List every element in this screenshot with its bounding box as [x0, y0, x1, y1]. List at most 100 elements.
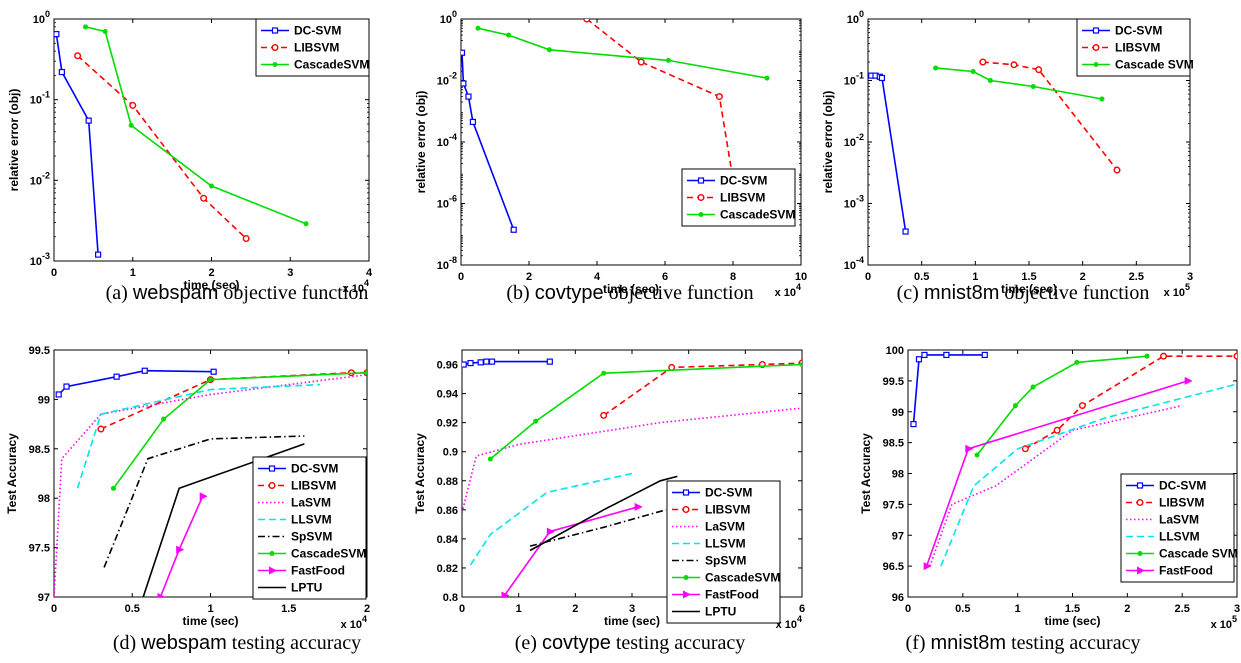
y-tick-label: 98 [38, 493, 50, 505]
legend-box [252, 456, 367, 600]
point-libsvm [1078, 402, 1086, 410]
point-dc-svm [546, 358, 553, 365]
x-tick-label: 0 [905, 603, 911, 615]
chart-f: 0 0.5 1 1.5 2 2.5 3 96 96.5 97 97.5 98 98.5 99 99.5 100… [859, 345, 1240, 631]
point-cascade-svm [1099, 96, 1105, 102]
series-line-lasvm [54, 373, 367, 597]
series-line-dc-svm [871, 74, 907, 232]
point-dc-svm [878, 74, 886, 82]
legend-label-spsvm: SpSVM [291, 530, 332, 544]
x-tick-label: 1 [516, 603, 522, 615]
caption-a: (a) webspam objective function [105, 282, 369, 304]
x-tick-label: 0 [865, 271, 871, 283]
point-libsvm [715, 93, 723, 101]
legend-marker [269, 566, 277, 575]
point-dc-svm [210, 368, 217, 375]
series-line-libsvm [603, 362, 802, 417]
y-tick-label: 97 [38, 592, 50, 604]
y-tick-label: 10-3 [30, 251, 50, 268]
x-tick-label: 8 [730, 271, 736, 283]
x-tick-label: 2 [364, 603, 370, 615]
point-cascade-svm [1074, 359, 1080, 365]
chart-a: 0 1 2 3 4 10-3 10-2 10-1 100 time (sec) relative e… [7, 9, 373, 295]
legend-marker [271, 44, 279, 52]
legend-marker [698, 212, 704, 217]
legend-label-fastfood: FastFood [291, 564, 345, 578]
x-tick-label: 1 [130, 267, 136, 279]
legend-label-llsvm: LLSVM [1159, 530, 1200, 544]
legend: DC-SVM LIBSVM LaSVM LLSVM Cascade SVM FastFoo… [1120, 473, 1238, 583]
x-tick-label: 0.5 [955, 603, 970, 615]
legend-label-lasvm: LaSVM [1159, 513, 1199, 527]
x-tick-label: 0 [459, 603, 465, 615]
y-tick-label: 10-3 [844, 194, 864, 211]
legend-label-cascadesvm: CascadeSVM [720, 208, 795, 222]
legend-label-cascadesvm: CascadeSVM [705, 571, 780, 585]
point-libsvm [242, 235, 250, 243]
series-line-lasvm [929, 404, 1183, 567]
x-tick-label: 1.5 [1065, 603, 1080, 615]
plot-area [868, 58, 1121, 235]
point-cascade-svm [974, 452, 980, 458]
series-line-llsvm [940, 383, 1237, 567]
x-axis-label: time (sec) [183, 278, 239, 292]
x-tick-label: 1 [972, 271, 978, 283]
legend-marker [682, 489, 690, 496]
point-dc-svm [465, 93, 472, 100]
series-line-cascadesvm [112, 371, 367, 489]
x-tick-label: 3 [287, 267, 293, 279]
point-fastfood [176, 545, 185, 554]
series-line-dc-svm [55, 33, 99, 255]
y-tick-label: 99 [892, 407, 904, 419]
legend-label-libsvm: LIBSVM [294, 41, 339, 55]
point-dc-svm [461, 49, 466, 56]
legend: DC-SVM LIBSVM CascadeSVM [255, 18, 370, 77]
plot-area [54, 367, 367, 597]
x-tick-label: 4 [366, 267, 373, 279]
x-tick-label: 2.5 [1175, 603, 1190, 615]
point-cascadesvm [546, 47, 552, 53]
y-axis-label: relative error (obj) [414, 91, 428, 194]
point-libsvm [74, 52, 82, 60]
x-tick-label: 1.5 [281, 603, 296, 615]
legend-label-cascadesvm: CascadeSVM [294, 58, 369, 72]
x-tick-label: 2 [208, 267, 214, 279]
series-line-dc-svm [463, 360, 550, 366]
legend-label-fastfood: FastFood [705, 588, 759, 602]
y-tick-label: 10-8 [437, 255, 457, 272]
legend: DC-SVM LIBSVM CascadeSVM [681, 168, 796, 227]
y-axis-label: Test Accuracy [413, 433, 427, 514]
series-line-libsvm [100, 371, 367, 430]
legend-label-dc-svm: DC-SVM [1159, 479, 1206, 493]
series-line-spsvm [529, 509, 667, 547]
y-tick-label: 100 [33, 9, 50, 26]
point-dc-svm [488, 358, 496, 365]
y-axis-label: Test Accuracy [5, 433, 19, 514]
x-multiplier: x 104 [341, 614, 367, 631]
y-tick-label: 0.92 [437, 418, 458, 430]
legend-marker [682, 506, 690, 514]
legend-label-libsvm: LIBSVM [291, 479, 336, 493]
point-fastfood [501, 591, 510, 597]
series-line-libsvm [586, 19, 738, 201]
x-tick-label: 2 [1124, 603, 1130, 615]
point-dc-svm [921, 351, 928, 359]
y-tick-label: 0.86 [437, 505, 458, 517]
point-libsvm [1035, 66, 1043, 74]
legend-label-dc-svm: DC-SVM [291, 462, 338, 476]
series-line-fastfood [503, 506, 638, 596]
legend-label-dc-svm: DC-SVM [720, 174, 767, 188]
legend-label-lptu: LPTU [705, 605, 736, 619]
x-tick-label: 0 [51, 603, 57, 615]
series-line-fastfood [159, 495, 204, 597]
x-multiplier: x 105 [1211, 614, 1237, 631]
point-cascadesvm [487, 456, 493, 462]
legend-label-fastfood: FastFood [1159, 564, 1213, 578]
point-cascade-svm [1030, 83, 1036, 89]
legend-marker [1136, 482, 1144, 489]
legend-marker [268, 482, 276, 490]
point-libsvm [583, 19, 591, 23]
series-line-llsvm [76, 383, 321, 489]
x-tick-label: 0 [51, 267, 57, 279]
point-cascadesvm [128, 122, 134, 128]
